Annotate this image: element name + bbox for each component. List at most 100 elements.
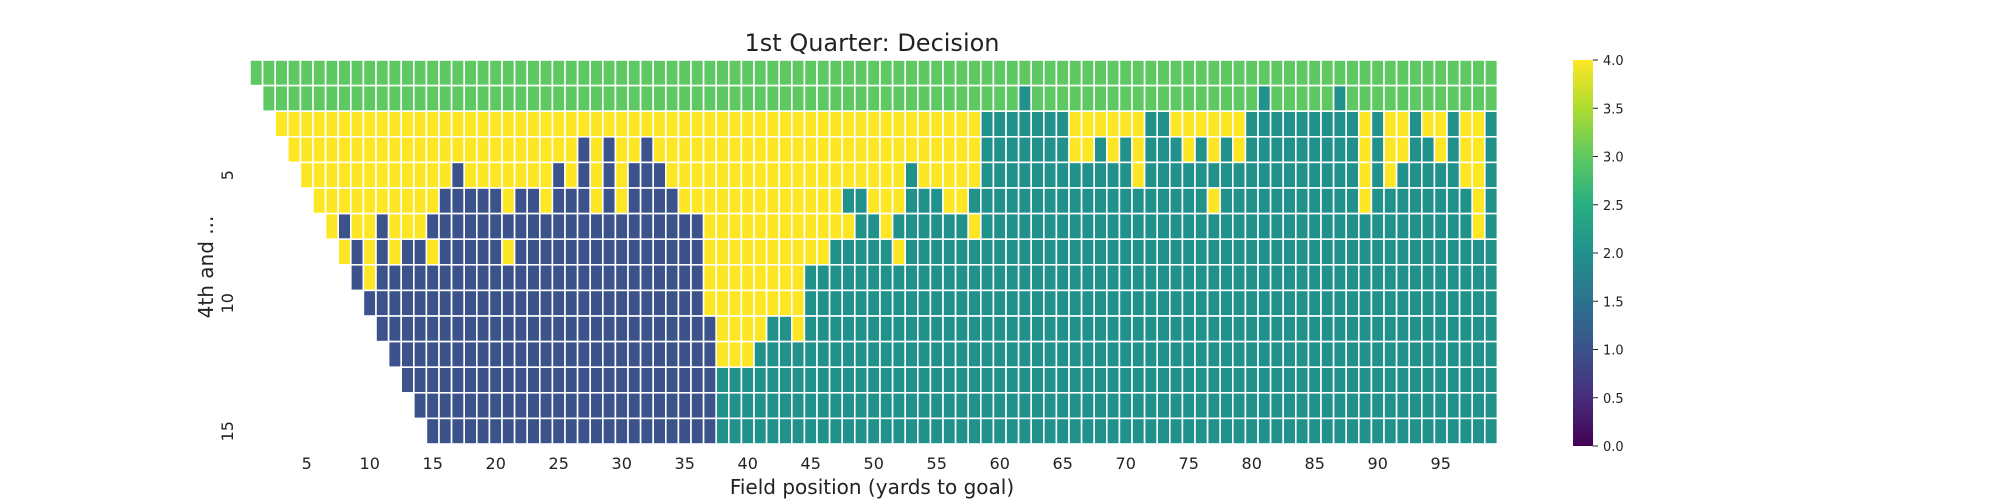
heatmap-cell — [464, 214, 477, 240]
heatmap-cell — [867, 188, 880, 214]
heatmap-cell — [502, 111, 515, 137]
heatmap-cell — [288, 111, 301, 137]
heatmap-cell — [767, 418, 780, 444]
heatmap-cell — [1258, 316, 1271, 342]
heatmap-cell — [502, 188, 515, 214]
heatmap-cell — [779, 60, 792, 86]
heatmap-cell — [313, 60, 326, 86]
heatmap-cell — [1321, 111, 1334, 137]
heatmap-cell — [691, 393, 704, 419]
heatmap-cell — [666, 111, 679, 137]
heatmap-cell — [792, 265, 805, 291]
heatmap-cell — [527, 214, 540, 240]
heatmap-cell — [918, 316, 931, 342]
heatmap-cell — [1245, 214, 1258, 240]
heatmap-cell — [401, 188, 414, 214]
heatmap-cell — [867, 316, 880, 342]
heatmap-cell — [603, 393, 616, 419]
heatmap-cell — [704, 367, 717, 393]
heatmap-cell — [1422, 162, 1435, 188]
heatmap-cell — [930, 367, 943, 393]
colorbar — [1573, 60, 1593, 446]
heatmap-cell — [1170, 316, 1183, 342]
heatmap-cell — [452, 342, 465, 368]
heatmap-cell — [477, 111, 490, 137]
heatmap-cell — [1195, 239, 1208, 265]
heatmap-cell — [956, 342, 969, 368]
heatmap-cell — [666, 60, 679, 86]
heatmap-cell — [1195, 111, 1208, 137]
heatmap-cell — [338, 86, 351, 112]
heatmap-cell — [489, 111, 502, 137]
heatmap-cell — [1019, 239, 1032, 265]
heatmap-cell — [578, 316, 591, 342]
heatmap-cell — [590, 111, 603, 137]
heatmap-cell — [1283, 137, 1296, 163]
heatmap-cell — [678, 418, 691, 444]
heatmap-cell — [1258, 239, 1271, 265]
heatmap-cell — [1056, 418, 1069, 444]
heatmap-cell — [628, 367, 641, 393]
heatmap-cell — [1170, 111, 1183, 137]
heatmap-cell — [1245, 290, 1258, 316]
heatmap-cell — [641, 342, 654, 368]
heatmap-cell — [1409, 111, 1422, 137]
heatmap-cell — [729, 239, 742, 265]
heatmap-cell — [779, 265, 792, 291]
heatmap-cell — [603, 111, 616, 137]
heatmap-cell — [1208, 316, 1221, 342]
heatmap-cell — [389, 137, 402, 163]
heatmap-cell — [880, 316, 893, 342]
heatmap-cell — [1434, 265, 1447, 291]
heatmap-cell — [1296, 239, 1309, 265]
heatmap-cell — [1019, 265, 1032, 291]
heatmap-cell — [993, 111, 1006, 137]
heatmap-cell — [615, 86, 628, 112]
heatmap-cell — [1321, 265, 1334, 291]
heatmap-cell — [842, 188, 855, 214]
heatmap-cell — [930, 393, 943, 419]
heatmap-cell — [1233, 137, 1246, 163]
heatmap-cell — [338, 239, 351, 265]
heatmap-cell — [1397, 239, 1410, 265]
heatmap-cell — [1094, 418, 1107, 444]
heatmap-cell — [1233, 342, 1246, 368]
heatmap-cell — [351, 188, 364, 214]
heatmap-cell — [880, 111, 893, 137]
heatmap-cell — [401, 265, 414, 291]
heatmap-cell — [792, 239, 805, 265]
heatmap-cell — [1094, 367, 1107, 393]
heatmap-cell — [1384, 418, 1397, 444]
heatmap-cell — [1044, 265, 1057, 291]
heatmap-cell — [1220, 86, 1233, 112]
heatmap-cell — [1044, 111, 1057, 137]
heatmap-cell — [1170, 137, 1183, 163]
heatmap-cell — [565, 60, 578, 86]
heatmap-cell — [464, 188, 477, 214]
heatmap-cell — [956, 86, 969, 112]
heatmap-cell — [754, 111, 767, 137]
heatmap-cell — [1422, 265, 1435, 291]
heatmap-cell — [704, 111, 717, 137]
heatmap-cell — [1208, 367, 1221, 393]
heatmap-cell — [1132, 162, 1145, 188]
heatmap-cell — [1296, 393, 1309, 419]
heatmap-cell — [1384, 239, 1397, 265]
heatmap-cell — [943, 188, 956, 214]
heatmap-cell — [1271, 111, 1284, 137]
heatmap-cell — [489, 393, 502, 419]
heatmap-cell — [464, 137, 477, 163]
heatmap-cell — [489, 367, 502, 393]
heatmap-cell — [880, 393, 893, 419]
heatmap-cell — [691, 188, 704, 214]
heatmap-cell — [326, 137, 339, 163]
heatmap-cell — [389, 111, 402, 137]
heatmap-cell — [968, 162, 981, 188]
heatmap-cell — [741, 188, 754, 214]
heatmap-cell — [1107, 137, 1120, 163]
heatmap-cell — [552, 137, 565, 163]
heatmap-cell — [1271, 60, 1284, 86]
heatmap-cell — [603, 290, 616, 316]
heatmap-cell — [729, 316, 742, 342]
heatmap-cell — [691, 137, 704, 163]
